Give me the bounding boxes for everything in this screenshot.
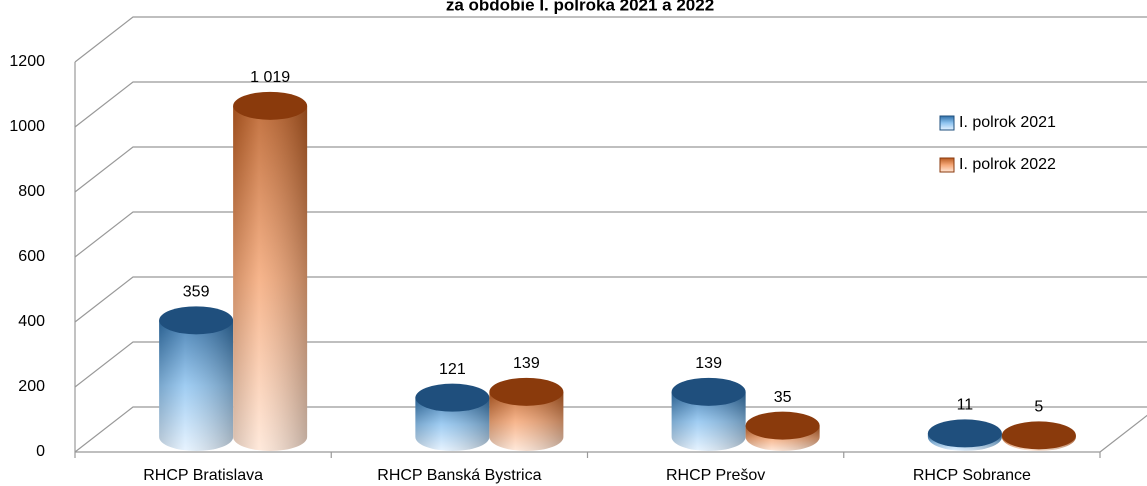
data-label: 139 <box>513 355 540 372</box>
data-label: 359 <box>183 284 210 301</box>
grid-line <box>74 16 1147 63</box>
y-tick-label: 1200 <box>9 53 45 70</box>
cylinder <box>415 383 490 451</box>
cylinder <box>745 411 820 451</box>
x-tick-label: RHCP Sobrance <box>913 467 1031 484</box>
grid-line <box>74 211 1147 258</box>
legend-swatch <box>939 115 955 131</box>
legend-label: I. polrok 2022 <box>959 156 1056 173</box>
y-tick-label: 600 <box>18 248 45 265</box>
chart-title: za obdobie I. polroka 2021 a 2022 <box>446 0 714 14</box>
grid-line <box>74 81 1147 128</box>
data-label: 121 <box>439 361 466 378</box>
cylinder <box>159 306 234 451</box>
legend-label: I. polrok 2021 <box>959 114 1056 131</box>
x-tick-label: RHCP Banská Bystrica <box>377 467 541 484</box>
grid-line <box>74 146 1147 193</box>
cylinder <box>489 377 564 451</box>
data-label: 139 <box>695 355 722 372</box>
cylinder <box>1001 421 1076 451</box>
data-label: 5 <box>1034 399 1043 416</box>
y-tick-label: 1000 <box>9 118 45 135</box>
grid-line <box>74 406 1147 453</box>
data-label: 35 <box>774 389 792 406</box>
cylinder <box>233 91 308 451</box>
grid-line <box>74 341 1147 388</box>
cylinder <box>671 377 746 451</box>
y-tick-label: 800 <box>18 183 45 200</box>
y-tick-label: 400 <box>18 313 45 330</box>
grid-line <box>74 276 1147 323</box>
data-label: 11 <box>957 397 974 414</box>
legend-swatch <box>939 157 955 173</box>
x-tick-label: RHCP Prešov <box>666 467 765 484</box>
x-tick-label: RHCP Bratislava <box>143 467 263 484</box>
y-tick-label: 0 <box>36 443 45 460</box>
cylinder <box>927 419 1002 451</box>
data-label: 1 019 <box>250 69 290 86</box>
y-tick-label: 200 <box>18 378 45 395</box>
